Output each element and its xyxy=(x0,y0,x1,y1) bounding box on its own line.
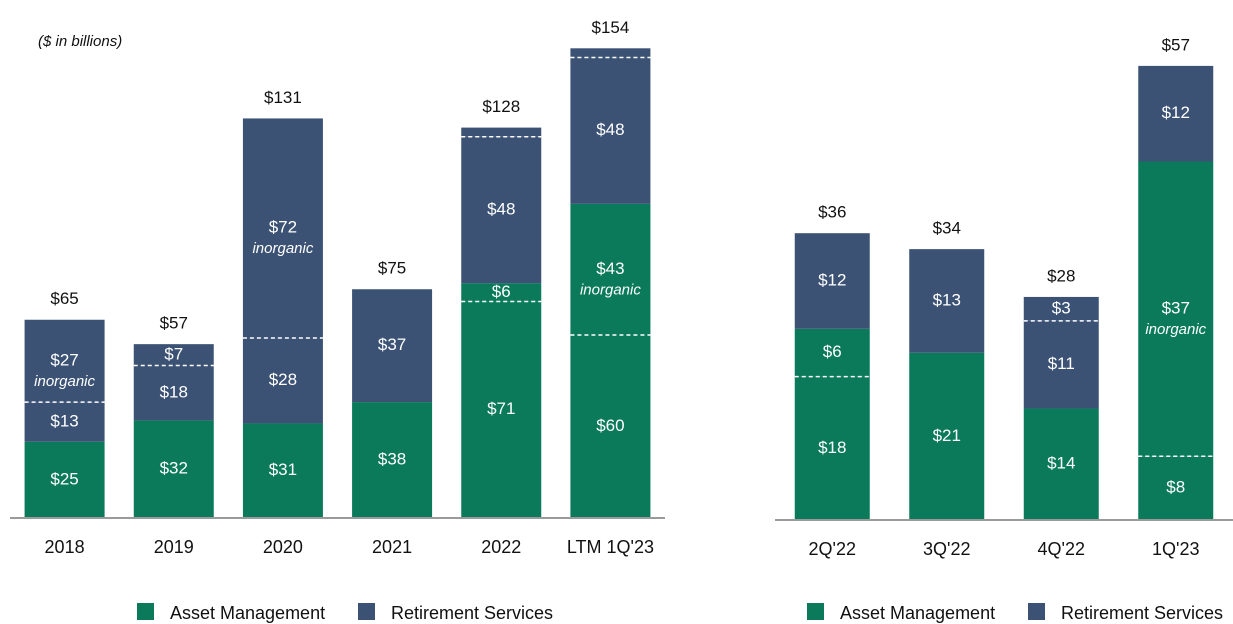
legend-label: Asset Management xyxy=(170,603,325,623)
subtitle: ($ in billions) xyxy=(38,33,122,50)
bar-segment xyxy=(570,203,651,335)
legend-label: Retirement Services xyxy=(1061,603,1223,623)
bar-segment xyxy=(461,136,542,284)
x-tick-label: 2018 xyxy=(45,537,85,557)
total-label: $28 xyxy=(1047,266,1075,285)
annotation: inorganic xyxy=(252,240,313,257)
value-label: $60 xyxy=(596,416,624,435)
legend-swatch xyxy=(137,603,154,620)
legend-swatch xyxy=(358,603,375,620)
bar-segment xyxy=(794,233,870,329)
bar-segment xyxy=(1138,456,1214,520)
bar-segment xyxy=(133,365,214,421)
bar-segment xyxy=(242,118,323,339)
value-label: $3 xyxy=(1052,298,1071,317)
value-label: $11 xyxy=(1048,354,1075,373)
value-label: $32 xyxy=(160,459,188,478)
bar-segment xyxy=(24,441,105,518)
value-label: $6 xyxy=(492,282,511,301)
bar-segment xyxy=(1138,161,1214,457)
value-label: $21 xyxy=(933,426,961,445)
bar-segment xyxy=(133,344,214,366)
bar-segment xyxy=(1138,65,1214,162)
bar-segment xyxy=(909,352,985,520)
value-label: $48 xyxy=(487,199,515,218)
value-label: $27 xyxy=(50,350,78,369)
bar-segment xyxy=(570,57,651,204)
value-label: $37 xyxy=(1162,298,1190,317)
bar-segment xyxy=(352,402,433,518)
value-label: $71 xyxy=(487,399,515,418)
total-label: $36 xyxy=(818,203,846,222)
bar-segment xyxy=(461,127,542,137)
bar-segment xyxy=(242,423,323,518)
x-tick-label: 2021 xyxy=(372,537,412,557)
value-label: $25 xyxy=(50,469,78,488)
legend-swatch xyxy=(807,603,824,620)
bar-segment xyxy=(570,335,651,518)
total-label: $75 xyxy=(378,259,406,278)
bar-segment xyxy=(909,249,985,353)
legend-label: Retirement Services xyxy=(391,603,553,623)
bar-segment xyxy=(24,402,105,442)
value-label: $72 xyxy=(269,218,297,237)
value-label: $13 xyxy=(50,411,78,430)
bar-segment xyxy=(133,420,214,518)
value-label: $43 xyxy=(596,259,624,278)
x-tick-label: 2019 xyxy=(154,537,194,557)
x-tick-label: 4Q'22 xyxy=(1038,539,1085,559)
value-label: $31 xyxy=(269,460,297,479)
x-tick-label: 3Q'22 xyxy=(923,539,970,559)
value-label: $48 xyxy=(596,120,624,139)
bar-segment xyxy=(461,301,542,518)
total-label: $65 xyxy=(50,289,78,308)
bar-segment xyxy=(1023,408,1099,520)
total-label: $34 xyxy=(933,219,961,238)
bar-segment xyxy=(794,328,870,377)
bar-segment xyxy=(1023,296,1099,321)
bar-segment xyxy=(242,338,323,424)
value-label: $18 xyxy=(818,438,846,457)
annotation: inorganic xyxy=(34,373,95,390)
bar-segment xyxy=(24,319,105,403)
value-label: $37 xyxy=(378,335,406,354)
bar-segment xyxy=(794,376,870,520)
legend-swatch xyxy=(1028,603,1045,620)
x-tick-label: LTM 1Q'23 xyxy=(567,537,654,557)
legend-label: Asset Management xyxy=(840,603,995,623)
annotation: inorganic xyxy=(580,281,641,298)
x-tick-label: 2020 xyxy=(263,537,303,557)
total-label: $57 xyxy=(160,314,188,333)
bar-segment xyxy=(461,283,542,302)
total-label: $128 xyxy=(482,97,520,116)
value-label: $8 xyxy=(1166,478,1185,497)
value-label: $12 xyxy=(1162,103,1190,122)
value-label: $38 xyxy=(378,450,406,469)
value-label: $12 xyxy=(818,270,846,289)
bar-segment xyxy=(352,289,433,403)
total-label: $154 xyxy=(592,18,630,37)
value-label: $7 xyxy=(164,344,183,363)
x-tick-label: 2Q'22 xyxy=(809,539,856,559)
bar-segment xyxy=(1023,320,1099,409)
value-label: $14 xyxy=(1047,454,1075,473)
value-label: $28 xyxy=(269,370,297,389)
x-tick-label: 1Q'23 xyxy=(1152,539,1199,559)
total-label: $57 xyxy=(1162,35,1190,54)
x-tick-label: 2022 xyxy=(481,537,521,557)
annotation: inorganic xyxy=(1145,321,1206,338)
value-label: $13 xyxy=(933,290,961,309)
value-label: $6 xyxy=(823,342,842,361)
bar-segment xyxy=(570,48,651,58)
total-label: $131 xyxy=(264,88,302,107)
value-label: $18 xyxy=(160,382,188,401)
